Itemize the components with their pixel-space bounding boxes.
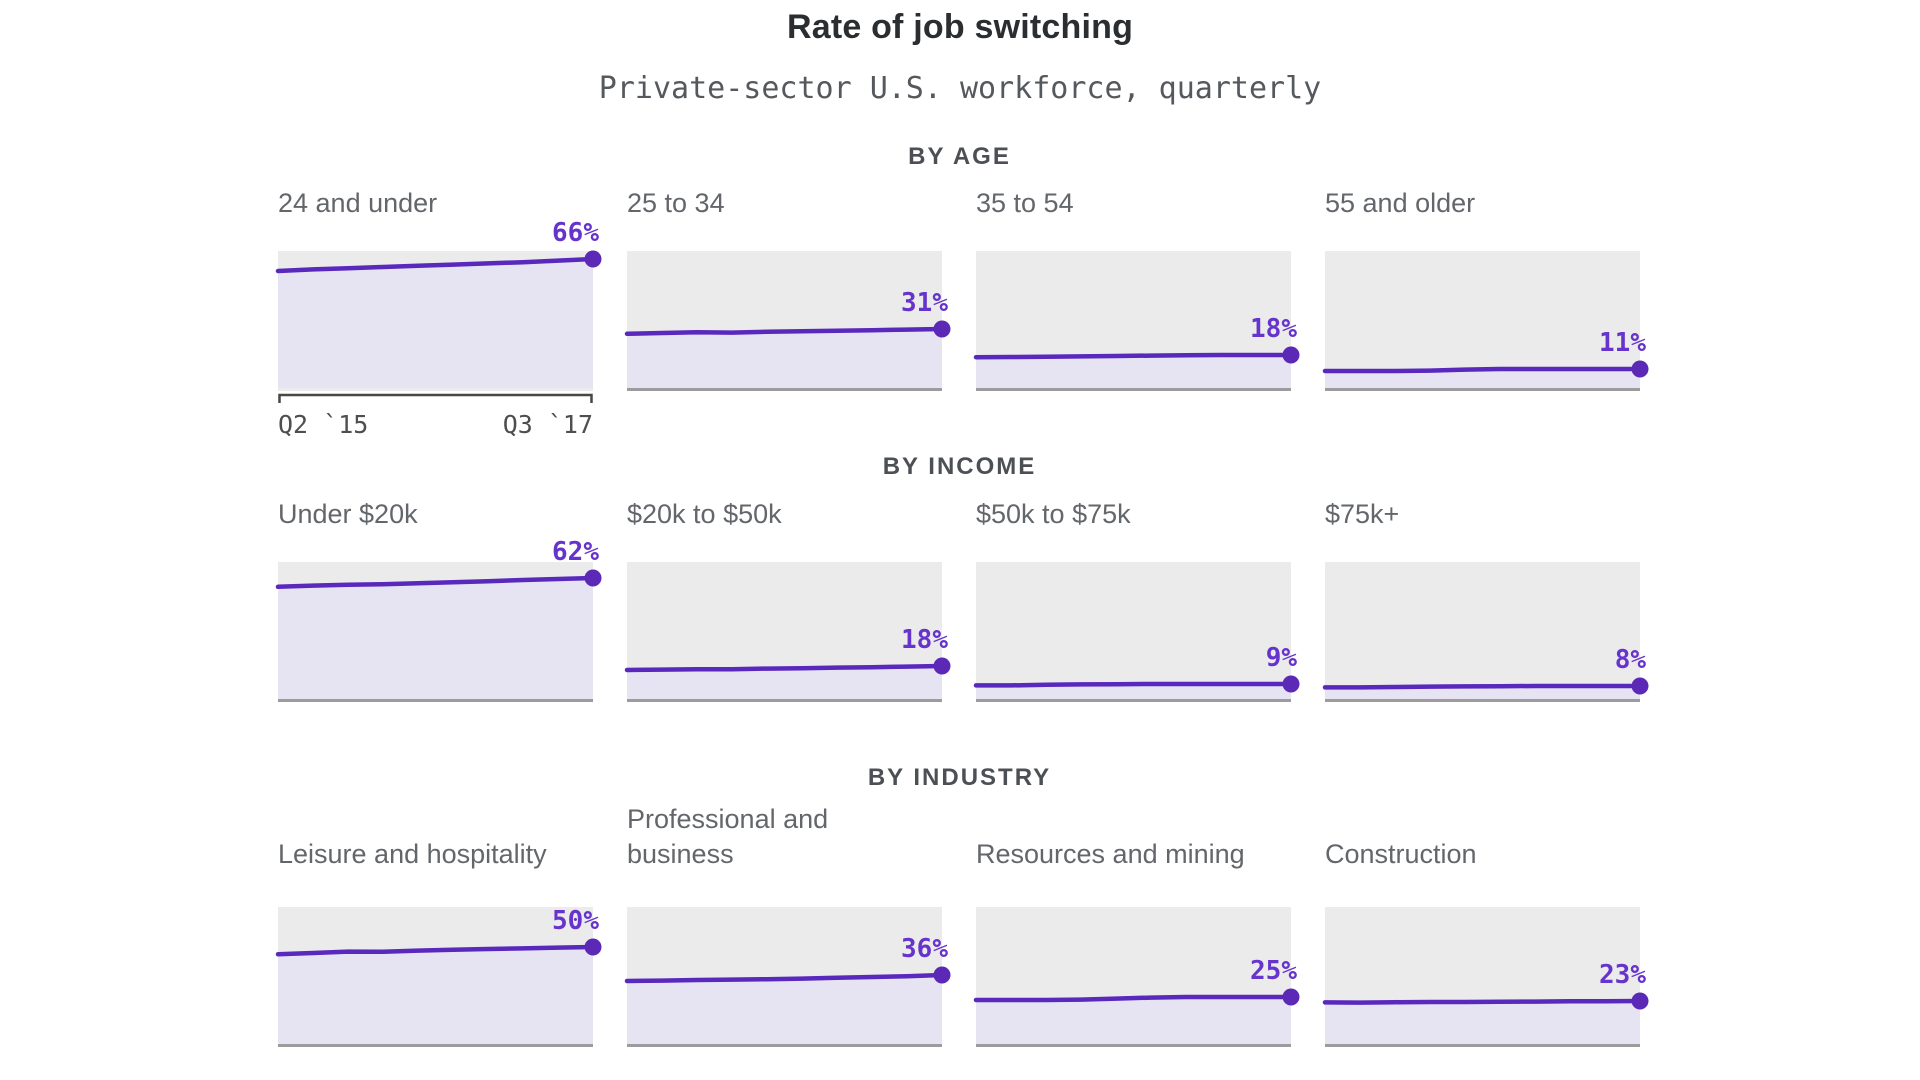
end-point-dot (584, 938, 602, 956)
value-label-35-to-54: 18% (1250, 314, 1297, 344)
value-label-75k: 8% (1614, 645, 1646, 675)
area-fill (278, 947, 593, 1044)
area-fill (976, 684, 1291, 699)
chart-label-50k-to-75k: $50k to $75k (976, 499, 1131, 529)
trend-line (275, 944, 596, 957)
value-label-25-to-34: 31% (901, 288, 948, 318)
area-chart-svg (973, 675, 1300, 702)
trend-line (624, 326, 945, 337)
plot-35-to-54: 18% (973, 251, 1300, 391)
chart-label-25-to-34: 25 to 34 (627, 188, 725, 218)
chart-label-35-to-54: 35 to 54 (976, 188, 1074, 218)
area-fill (1325, 369, 1640, 388)
area-chart-svg (624, 320, 951, 391)
area-fill (278, 259, 593, 388)
area-fill (976, 997, 1291, 1044)
axis-bracket-line (278, 393, 593, 403)
plot-24-and-under: 66% (275, 218, 602, 391)
trend-line (973, 352, 1294, 360)
area-fill (627, 666, 942, 699)
end-point-dot (1282, 988, 1300, 1006)
trend-line (1322, 366, 1643, 374)
end-point-dot (584, 569, 602, 587)
plot-20k-to-50k: 18% (624, 562, 951, 702)
chart-label-construction: Construction (1325, 839, 1477, 869)
trend-line (275, 256, 596, 274)
area-fill (278, 578, 593, 699)
end-point-dot (1631, 360, 1649, 378)
area-fill (627, 329, 942, 388)
x-axis-bracket (278, 392, 593, 410)
plot-resources-and-mining: 25% (973, 907, 1300, 1047)
area-chart-svg (973, 988, 1300, 1047)
value-label-20k-to-50k: 18% (901, 625, 948, 655)
plot-50k-to-75k: 9% (973, 562, 1300, 702)
end-point-dot (1282, 675, 1300, 693)
chart-label-resources-and-mining: Resources and mining (976, 839, 1245, 869)
section-header-by-age: BY AGE (908, 143, 1011, 170)
value-label-50k-to-75k: 9% (1265, 643, 1297, 673)
plot-professional-and-business: 36% (624, 907, 951, 1047)
value-label-resources-and-mining: 25% (1250, 956, 1297, 986)
page-title: Rate of job switching (786, 8, 1134, 46)
area-chart-svg (275, 938, 602, 1047)
area-chart-svg (1322, 992, 1649, 1047)
area-fill (1325, 686, 1640, 699)
area-chart-svg (624, 966, 951, 1047)
end-point-dot (1631, 992, 1649, 1010)
value-label-construction: 23% (1599, 960, 1646, 990)
area-chart-svg (624, 657, 951, 702)
plot-75k: 8% (1322, 562, 1649, 702)
trend-line (624, 663, 945, 673)
section-header-by-income: BY INCOME (882, 453, 1037, 480)
x-axis-end-label: Q3 `17 (502, 410, 593, 439)
section-header-by-industry: BY INDUSTRY (867, 764, 1052, 791)
chart-label-24-and-under: 24 and under (278, 188, 438, 218)
value-label-24-and-under: 66% (552, 218, 599, 248)
chart-label-75k: $75k+ (1325, 499, 1400, 529)
end-point-dot (933, 320, 951, 338)
area-fill (976, 355, 1291, 388)
end-point-dot (1282, 346, 1300, 364)
plot-55-and-older: 11% (1322, 251, 1649, 391)
chart-label-20k-to-50k: $20k to $50k (627, 499, 782, 529)
page-subtitle: Private-sector U.S. workforce, quarterly (598, 71, 1322, 106)
trend-line (973, 681, 1294, 688)
value-label-under-20k: 62% (552, 537, 599, 567)
area-chart-svg (1322, 677, 1649, 702)
plot-under-20k: 62% (275, 537, 602, 702)
x-axis-start-label: Q2 `15 (278, 410, 369, 439)
area-chart-svg (275, 569, 602, 702)
plot-25-to-34: 31% (624, 251, 951, 391)
trend-line (1322, 998, 1643, 1005)
area-chart-svg (973, 346, 1300, 391)
end-point-dot (933, 657, 951, 675)
chart-label-55-and-older: 55 and older (1325, 188, 1476, 218)
trend-line (275, 575, 596, 590)
trend-line (1322, 683, 1643, 690)
end-point-dot (1631, 677, 1649, 695)
plot-construction: 23% (1322, 907, 1649, 1047)
area-chart-svg (275, 250, 602, 388)
value-label-professional-and-business: 36% (901, 934, 948, 964)
trend-line (973, 994, 1294, 1003)
value-label-55-and-older: 11% (1599, 328, 1646, 358)
trend-line (624, 972, 945, 984)
area-fill (627, 975, 942, 1044)
end-point-dot (933, 966, 951, 984)
end-point-dot (584, 250, 602, 268)
chart-label-professional-and-business: Professional and business (627, 804, 829, 869)
plot-leisure-and-hospitality: 50% (275, 906, 602, 1047)
chart-label-under-20k: Under $20k (278, 499, 418, 529)
x-axis-labels: Q2 `15 Q3 `17 (278, 410, 593, 439)
area-fill (1325, 1001, 1640, 1044)
value-label-leisure-and-hospitality: 50% (552, 906, 599, 936)
chart-label-leisure-and-hospitality: Leisure and hospitality (278, 839, 547, 869)
area-chart-svg (1322, 360, 1649, 391)
